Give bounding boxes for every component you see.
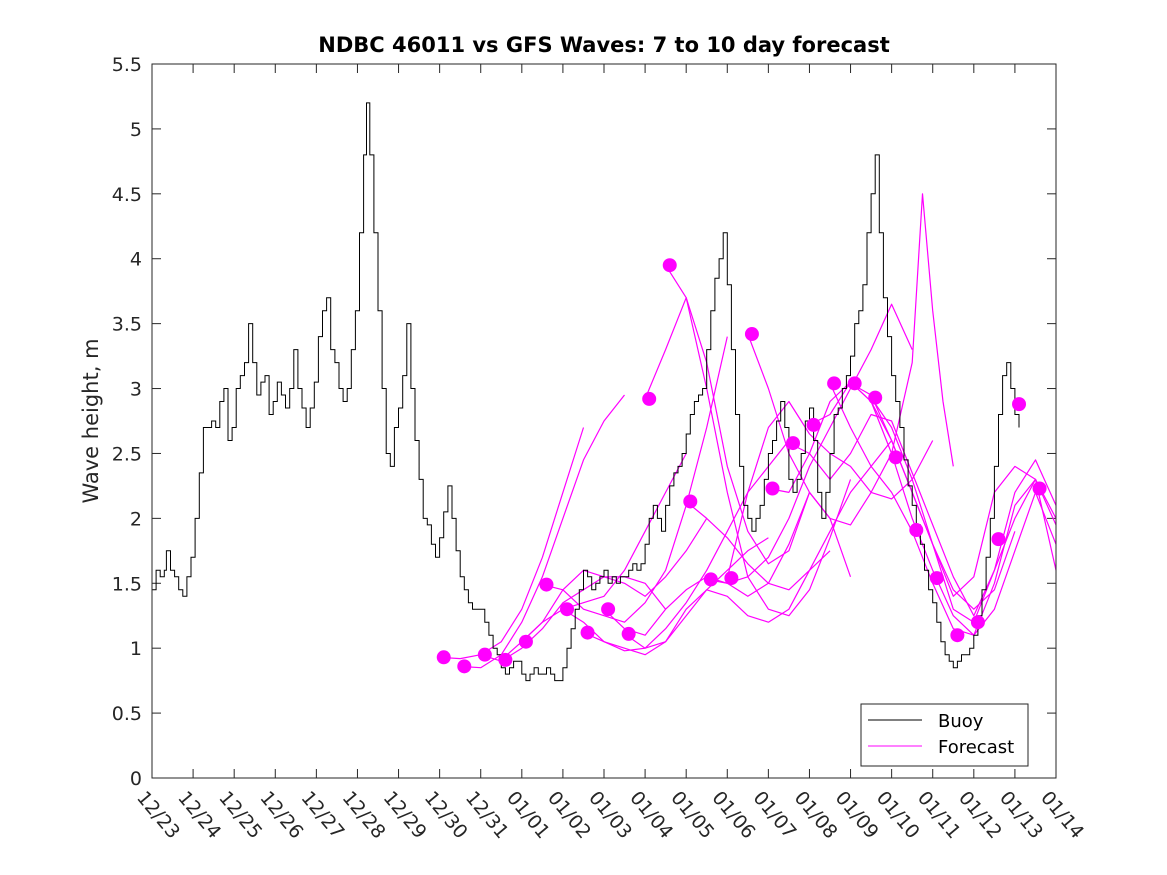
forecast-markers xyxy=(436,258,1047,674)
plot-frame xyxy=(151,63,1057,779)
forecast-marker xyxy=(909,523,924,538)
forecast-line xyxy=(460,394,625,669)
forecast-marker xyxy=(560,602,575,617)
forecast-line xyxy=(706,303,913,584)
forecast-marker xyxy=(765,481,780,496)
forecast-marker xyxy=(724,571,739,586)
forecast-line xyxy=(583,440,790,652)
y-tick-label: 0 xyxy=(130,768,142,790)
legend-buoy-label: Buoy xyxy=(938,711,984,732)
forecast-line xyxy=(665,264,852,617)
forecast-series xyxy=(439,193,1057,669)
forecast-line xyxy=(542,336,728,623)
forecast-marker xyxy=(621,626,636,641)
forecast-marker xyxy=(888,450,903,465)
y-tick-label: 5.5 xyxy=(112,54,142,76)
forecast-marker xyxy=(1032,481,1047,496)
y-tick-label: 1 xyxy=(130,638,142,660)
forecast-marker xyxy=(970,615,985,630)
legend: Buoy Forecast xyxy=(860,703,1029,767)
forecast-marker xyxy=(601,602,616,617)
chart-title: NDBC 46011 vs GFS Waves: 7 to 10 day for… xyxy=(318,33,889,57)
y-tick-label: 3.5 xyxy=(112,314,142,336)
y-tick-label: 0.5 xyxy=(112,703,142,725)
forecast-marker xyxy=(1012,397,1027,412)
forecast-marker xyxy=(806,417,821,432)
forecast-line xyxy=(870,397,1057,597)
forecast-marker xyxy=(786,436,801,451)
y-tick-label: 5 xyxy=(130,119,142,141)
forecast-line xyxy=(521,518,708,643)
forecast-marker xyxy=(518,634,533,649)
forecast-line xyxy=(480,576,667,662)
forecast-marker xyxy=(539,577,554,592)
buoy-series xyxy=(152,102,1020,682)
y-tick-label: 3 xyxy=(130,379,142,401)
y-axis-label: Wave height, m xyxy=(79,338,103,503)
forecast-marker xyxy=(457,659,472,674)
y-tick-label: 4.5 xyxy=(112,184,142,206)
forecast-line xyxy=(829,383,1057,636)
forecast-marker xyxy=(477,647,492,662)
forecast-line xyxy=(850,382,1057,623)
legend-box xyxy=(860,703,1029,767)
forecast-marker xyxy=(498,652,513,667)
forecast-line xyxy=(685,440,893,591)
legend-forecast-label: Forecast xyxy=(938,737,1014,758)
forecast-marker xyxy=(642,391,657,406)
buoy-line xyxy=(152,102,1020,682)
forecast-marker xyxy=(950,628,965,643)
forecast-marker xyxy=(703,572,718,587)
forecast-marker xyxy=(683,494,698,509)
y-tick-label: 4 xyxy=(130,249,142,271)
y-tick-labels: 0 0.5 1 1.5 2 2.5 3 3.5 4 4.5 5 5.5 xyxy=(112,54,142,790)
forecast-marker xyxy=(662,258,677,273)
y-tick-label: 2.5 xyxy=(112,443,142,465)
forecast-line xyxy=(624,550,831,649)
forecast-marker xyxy=(929,571,944,586)
forecast-line xyxy=(788,413,1057,617)
y-tick-label: 1.5 xyxy=(112,573,142,595)
forecast-marker xyxy=(847,376,862,391)
forecast-marker xyxy=(868,390,883,405)
forecast-line xyxy=(439,427,585,660)
forecast-marker xyxy=(827,376,842,391)
forecast-marker xyxy=(744,327,759,342)
forecast-marker xyxy=(436,650,451,665)
forecast-marker xyxy=(580,625,595,640)
y-tick-label: 2 xyxy=(130,508,142,530)
forecast-marker xyxy=(991,532,1006,547)
